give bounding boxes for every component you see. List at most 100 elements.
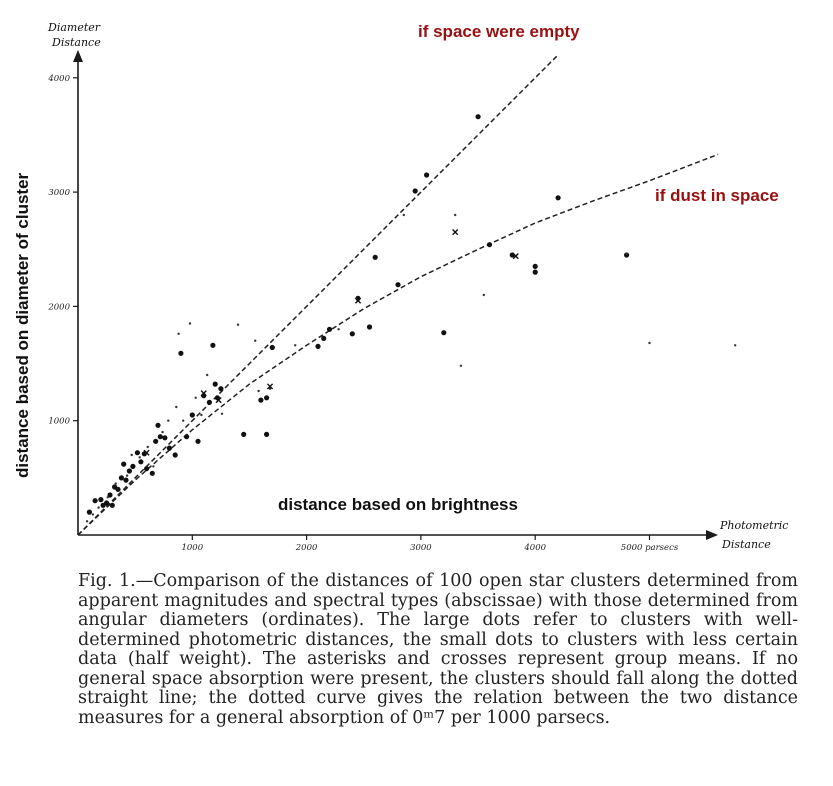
small-dot [254, 339, 257, 342]
y-tick-label: 1000 [48, 417, 70, 427]
straight-line-empty-space [77, 54, 559, 536]
x-tick-label: 3000 [410, 543, 432, 553]
ticks: 1000 2000 3000 4000 5000 parsecs 1000 2000 3000… [47, 74, 678, 553]
large-dot [166, 445, 172, 451]
x-tick-label: 5000 parsecs [621, 543, 679, 553]
large-dot [130, 463, 136, 469]
data-points [85, 114, 737, 523]
small-dot [161, 430, 164, 434]
large-dot [321, 335, 327, 341]
group-mean-cross [215, 397, 222, 404]
large-dot [189, 412, 195, 418]
group-mean-cross [143, 449, 150, 456]
large-dot [134, 450, 140, 456]
small-dot [648, 341, 651, 345]
small-dot [125, 474, 129, 477]
large-dot [372, 254, 378, 260]
small-dot [188, 322, 192, 325]
trend-lines [77, 54, 719, 536]
large-dot [153, 438, 159, 444]
small-dot [114, 482, 117, 485]
x-axis-title: Photometric Distance [719, 519, 788, 551]
large-dot [86, 509, 92, 515]
large-dot [126, 468, 132, 474]
figure-caption: Fig. 1.—Comparison of the distances of 1… [78, 571, 798, 728]
large-dot [475, 114, 481, 120]
annotation-dust-space: if dust in space [655, 186, 779, 205]
large-dot [172, 452, 178, 458]
small-dot [167, 419, 170, 422]
small-dot [97, 506, 100, 509]
small-dot [294, 344, 297, 347]
x-axis-arrow [706, 530, 718, 540]
y-tick-label: 3000 [48, 188, 70, 198]
small-dot [200, 413, 203, 417]
small-dot [337, 328, 340, 331]
small-dot [146, 445, 149, 449]
large-dot [486, 242, 493, 248]
annotation-y-overlay: distance based on diameter of cluster [13, 172, 32, 478]
x-axis-title-line2: Distance [721, 538, 771, 551]
y-axis-title: Diameter Distance [47, 21, 101, 49]
large-dot [92, 498, 98, 504]
large-dot [149, 470, 155, 476]
large-dot [123, 477, 129, 483]
small-dot [177, 332, 180, 335]
large-dot [532, 269, 538, 275]
small-dot [625, 252, 628, 255]
small-dot [268, 387, 272, 390]
large-dot [264, 431, 270, 437]
y-axis-title-line2: Distance [51, 36, 101, 49]
annotation-empty-space: if space were empty [418, 22, 580, 41]
large-dot [107, 492, 113, 498]
y-axis-title-line1: Diameter [47, 21, 101, 34]
large-dot [212, 381, 218, 387]
x-tick-label: 1000 [181, 543, 203, 553]
group-mean-cross [512, 253, 519, 260]
y-axis-arrow [73, 50, 83, 62]
small-dot [119, 492, 122, 496]
large-dot [412, 188, 418, 194]
small-dot [182, 419, 185, 422]
scatter-chart: 1000 2000 3000 4000 5000 parsecs 1000 2000 3000… [13, 21, 788, 553]
large-dot [104, 500, 110, 506]
small-dot [152, 465, 155, 468]
small-dot [454, 213, 457, 217]
small-dot [206, 373, 209, 377]
small-dot [130, 453, 133, 457]
annotation-x-overlay: distance based on brightness [278, 495, 518, 514]
small-dot [402, 213, 405, 217]
small-dot [175, 405, 178, 409]
group-mean-cross [354, 297, 362, 304]
small-dot [220, 412, 224, 415]
large-dot [206, 399, 212, 405]
large-dot [395, 282, 401, 288]
group-mean-cross [266, 383, 274, 390]
small-dot [85, 520, 89, 523]
absorption-curve [77, 153, 719, 536]
large-dot [118, 475, 124, 481]
small-dot [257, 389, 260, 393]
large-dot [195, 438, 201, 444]
x-axis-title-line1: Photometric [719, 519, 788, 532]
large-dot [109, 502, 115, 508]
small-dot [194, 396, 197, 399]
large-dot [315, 343, 321, 349]
large-dot [532, 263, 538, 269]
large-dot [162, 435, 168, 441]
large-dot [326, 326, 333, 332]
large-dot [269, 344, 275, 351]
x-tick-label: 2000 [295, 543, 318, 553]
large-dot [555, 195, 561, 201]
large-dot [264, 395, 270, 401]
group-mean-cross [452, 229, 459, 236]
small-dot [734, 344, 737, 347]
large-dot [98, 497, 104, 503]
large-dot [138, 459, 144, 465]
large-dot [441, 330, 447, 336]
large-dot [241, 431, 247, 437]
large-dot [178, 350, 184, 356]
y-tick-label: 2000 [47, 302, 70, 312]
large-dot [144, 466, 150, 472]
large-dot [366, 324, 373, 330]
